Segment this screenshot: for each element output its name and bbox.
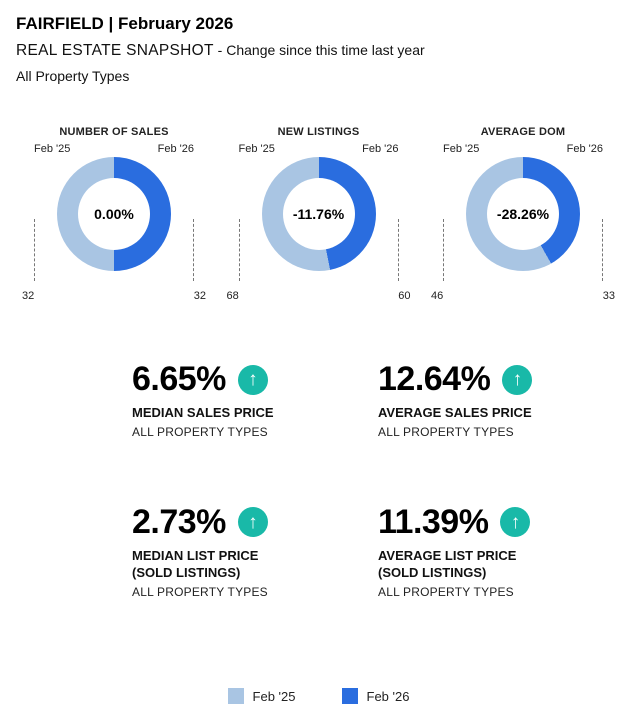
donut-value-feb26: 33 <box>602 290 615 302</box>
donut-chart-row: NUMBER OF SALES Feb '25 Feb '26 0.00% 32… <box>0 126 637 302</box>
donut-value-feb26: 32 <box>193 290 206 302</box>
report-subtitle: REAL ESTATE SNAPSHOT - Change since this… <box>16 42 621 60</box>
donut-value-feb25: 32 <box>22 290 35 302</box>
stat-value: 11.39% <box>378 502 489 541</box>
legend-item-feb25: Feb '25 <box>227 688 296 704</box>
stat-value-row: 6.65% ↑ <box>132 360 378 399</box>
donut-value-feb25: 46 <box>431 290 444 302</box>
stat-sublabel: ALL PROPERTY TYPES <box>132 584 268 599</box>
donut-new-listings: NEW LISTINGS Feb '25 Feb '26 -11.76% 68 … <box>223 126 415 302</box>
donut-center-value: -28.26% <box>487 178 559 250</box>
callout-line-left <box>238 219 240 281</box>
change-note: - Change since this time last year <box>213 42 425 58</box>
stat-value-row: 11.39% ↑ <box>378 503 624 542</box>
stat-sublabel: ALL PROPERTY TYPES <box>378 424 514 439</box>
donut-title: AVERAGE DOM <box>480 126 566 138</box>
donut-number-of-sales: NUMBER OF SALES Feb '25 Feb '26 0.00% 32… <box>18 126 210 302</box>
callout-line-right <box>397 219 399 281</box>
donut-label-feb25: Feb '25 <box>238 143 275 155</box>
property-types-label: All Property Types <box>16 68 130 84</box>
stat-sublabel: ALL PROPERTY TYPES <box>378 584 514 599</box>
donut-chart: -11.76% <box>261 157 376 271</box>
stats-grid: 6.65% ↑ MEDIAN SALES PRICE ALL PROPERTY … <box>132 360 637 599</box>
legend-item-feb26: Feb '26 <box>341 688 410 704</box>
stat-sublabel: ALL PROPERTY TYPES <box>132 424 268 439</box>
callout-line-right <box>193 219 194 281</box>
stat-label: MEDIAN LIST PRICE (SOLD LISTINGS) <box>132 547 259 581</box>
up-arrow-icon: ↑ <box>237 507 268 538</box>
stat-label: MEDIAN SALES PRICE <box>132 405 274 420</box>
legend-label-feb25: Feb '25 <box>252 688 296 704</box>
stat-value-row: 12.64% ↑ <box>378 360 624 399</box>
up-arrow-icon: ↑ <box>500 507 531 538</box>
donut-title: NUMBER OF SALES <box>59 126 169 138</box>
legend-swatch-feb26 <box>341 688 358 704</box>
donut-chart: 0.00% <box>57 157 171 271</box>
stat-value: 12.64% <box>378 360 491 398</box>
stat-median-list-price: 2.73% ↑ MEDIAN LIST PRICE (SOLD LISTINGS… <box>132 503 378 599</box>
stat-value: 2.73% <box>132 502 226 541</box>
donut-label-feb26: Feb '26 <box>566 143 603 155</box>
donut-values: 68 60 <box>223 290 415 302</box>
donut-label-feb26: Feb '26 <box>157 143 194 155</box>
donut-values: 32 32 <box>18 290 210 302</box>
up-arrow-icon: ↑ <box>237 364 268 395</box>
donut-value-feb25: 68 <box>226 290 239 302</box>
page-title: FAIRFIELD | February 2026 <box>16 14 234 33</box>
donut-year-labels: Feb '25 Feb '26 <box>427 143 619 155</box>
callout-line-left <box>443 219 444 281</box>
donut-values: 46 33 <box>427 290 619 302</box>
donut-title: NEW LISTINGS <box>277 126 360 138</box>
report-header: FAIRFIELD | February 2026 REAL ESTATE SN… <box>0 0 637 84</box>
donut-chart: -28.26% <box>466 157 580 271</box>
stat-median-sales-price: 6.65% ↑ MEDIAN SALES PRICE ALL PROPERTY … <box>132 360 378 439</box>
stat-average-list-price: 11.39% ↑ AVERAGE LIST PRICE (SOLD LISTIN… <box>378 503 624 599</box>
up-arrow-icon: ↑ <box>502 364 533 395</box>
donut-average-dom: AVERAGE DOM Feb '25 Feb '26 -28.26% 46 3… <box>427 126 619 302</box>
snapshot-label: REAL ESTATE SNAPSHOT <box>16 42 214 59</box>
donut-value-feb26: 60 <box>398 290 411 302</box>
stat-value-row: 2.73% ↑ <box>132 503 378 542</box>
stat-label: AVERAGE SALES PRICE <box>378 405 532 420</box>
stat-value: 6.65% <box>132 360 226 398</box>
stat-average-sales-price: 12.64% ↑ AVERAGE SALES PRICE ALL PROPERT… <box>378 360 624 439</box>
donut-label-feb26: Feb '26 <box>362 143 399 155</box>
legend-swatch-feb25 <box>227 688 244 704</box>
donut-label-feb25: Feb '25 <box>34 143 71 155</box>
donut-center-value: 0.00% <box>78 178 150 250</box>
donut-year-labels: Feb '25 Feb '26 <box>223 143 415 155</box>
legend: Feb '25 Feb '26 <box>0 688 637 704</box>
donut-year-labels: Feb '25 Feb '26 <box>18 143 210 155</box>
donut-label-feb25: Feb '25 <box>443 143 480 155</box>
callout-line-left <box>34 219 35 281</box>
stat-label: AVERAGE LIST PRICE (SOLD LISTINGS) <box>378 547 517 581</box>
callout-line-right <box>602 219 603 281</box>
donut-center-value: -11.76% <box>282 178 355 250</box>
legend-label-feb26: Feb '26 <box>366 688 410 704</box>
